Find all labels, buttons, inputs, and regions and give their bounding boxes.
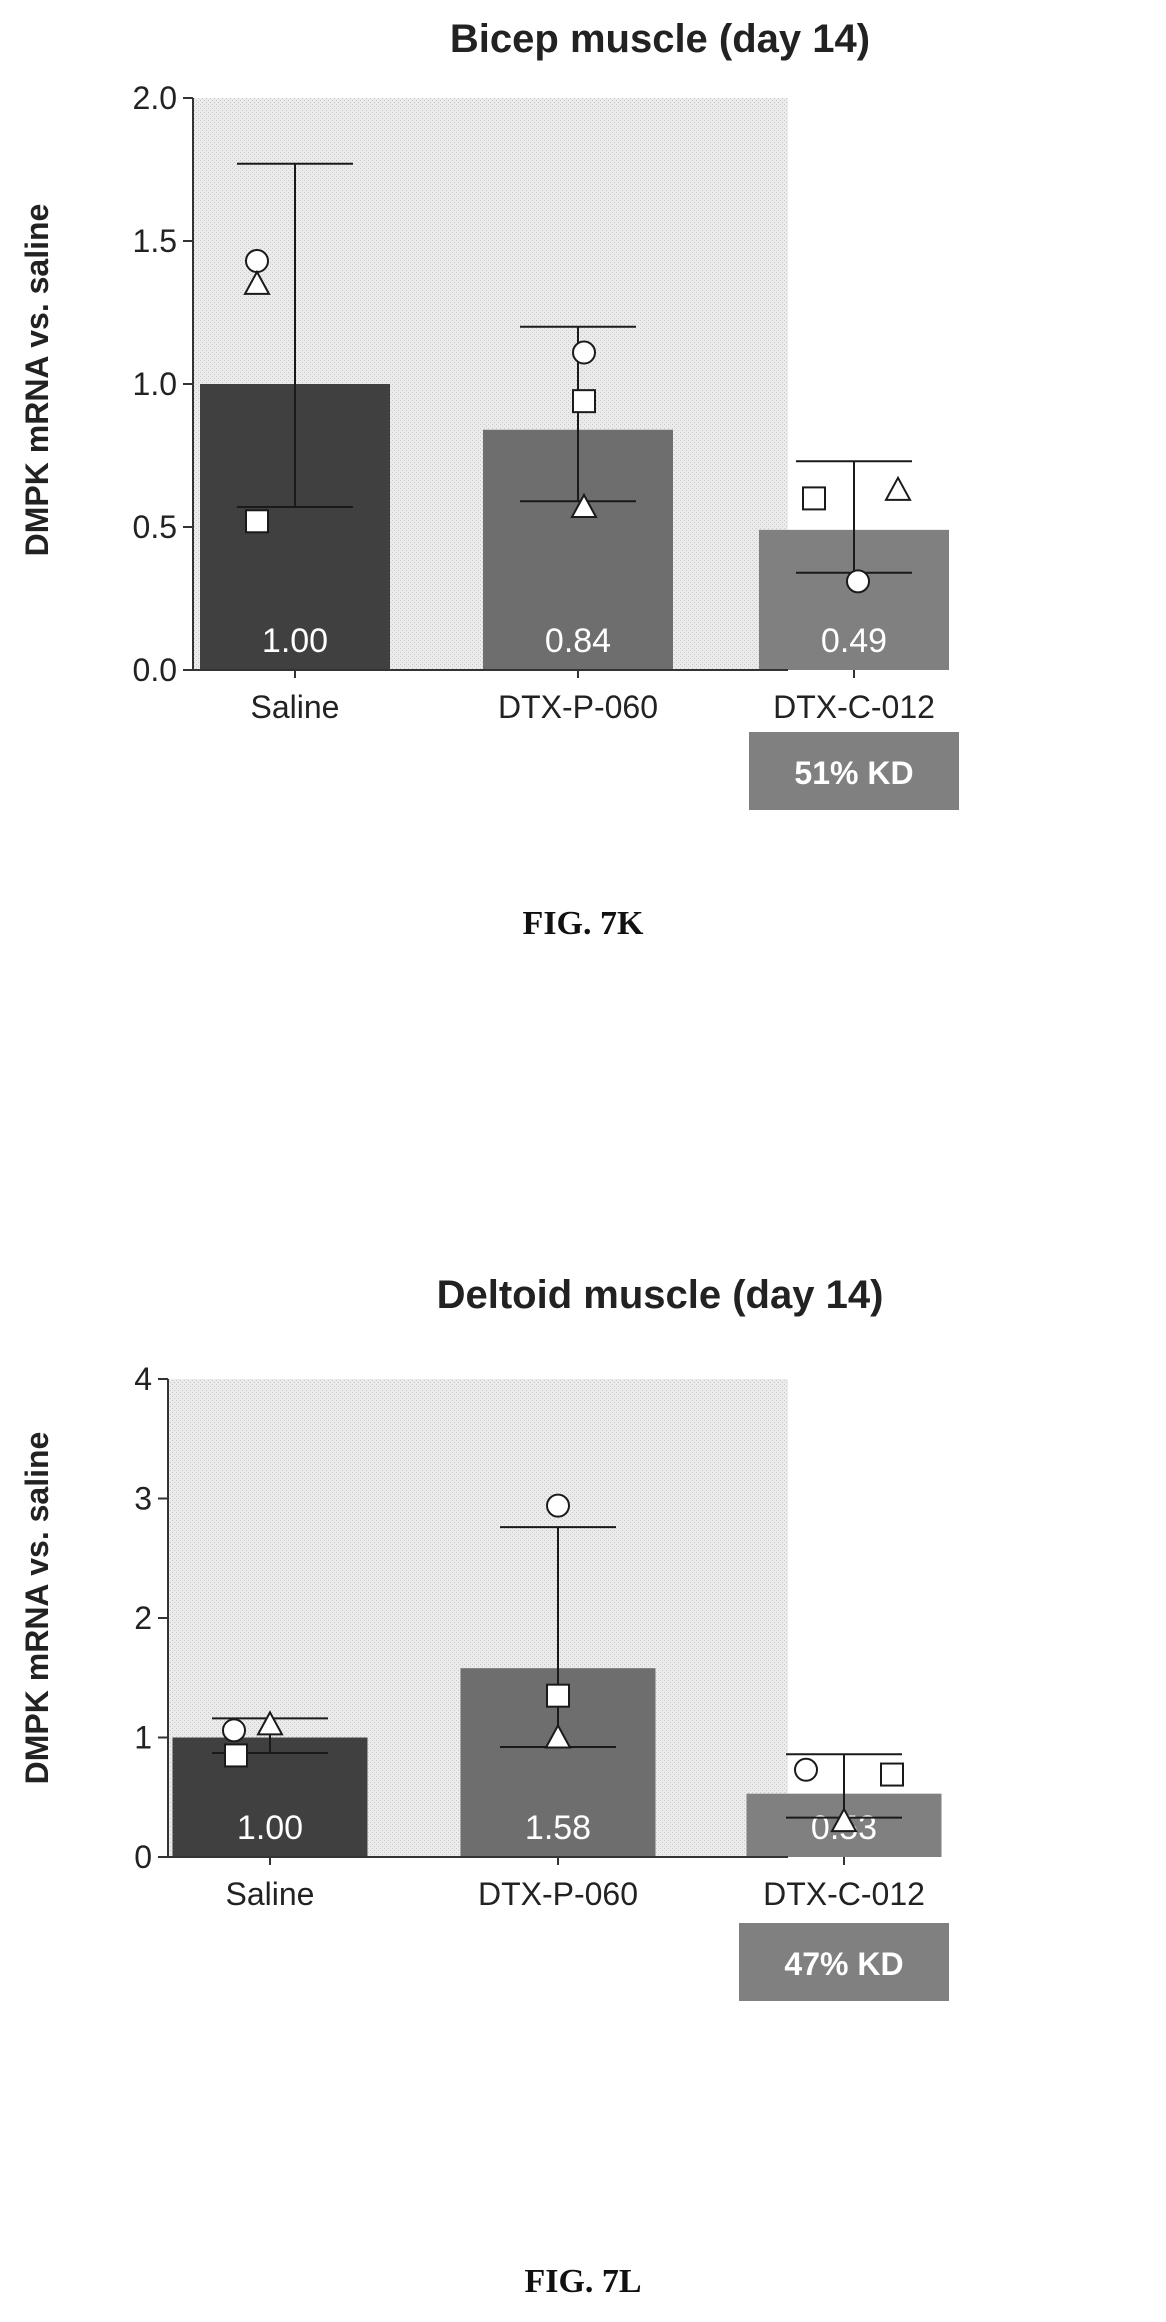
data-point-triangle [243, 269, 271, 295]
y-tick-label: 2.0 [133, 80, 177, 116]
bars-layer [168, 1379, 942, 1857]
data-point-square [572, 389, 596, 414]
data-point-circle [794, 1757, 818, 1782]
y-axis-label: DMPK mRNA vs. saline [19, 204, 55, 557]
kd-badge-label: 51% KD [794, 755, 913, 791]
x-tick-label: DTX-C-012 [763, 1876, 925, 1912]
y-tick-label: 4 [134, 1361, 152, 1397]
marks-layer: 1.00 0.84 0.49 [237, 162, 912, 660]
figure-caption: FIG. 7L [524, 2263, 641, 2300]
figure-caption: FIG. 7K [523, 905, 644, 942]
data-label: 1.58 [525, 1809, 591, 1847]
kd-badge-box [749, 732, 959, 810]
chart-bicep: Bicep muscle (day 14) DMPK mRNA vs. sali… [19, 17, 959, 942]
x-tick-label: Saline [251, 689, 340, 725]
y-tick-label: 3 [134, 1481, 152, 1517]
error-bar [237, 162, 353, 508]
data-point-square [224, 1743, 248, 1768]
data-point-circle [245, 249, 269, 274]
y-tick-label: 2 [134, 1600, 152, 1636]
data-point-square [880, 1762, 904, 1787]
data-label: 0.49 [821, 622, 887, 660]
data-point-triangle [544, 1723, 572, 1749]
data-point-triangle [570, 492, 598, 518]
data-point-square [546, 1683, 570, 1708]
data-point-square [802, 486, 826, 511]
data-point-square [245, 509, 269, 534]
data-point-triangle [256, 1710, 284, 1736]
x-tick-label: DTX-C-012 [773, 689, 935, 725]
bar [172, 1737, 368, 1857]
kd-badge-label: 47% KD [784, 1946, 903, 1982]
data-label: 1.00 [237, 1809, 303, 1847]
y-axis-label: DMPK mRNA vs. saline [19, 1432, 55, 1785]
data-label: 0.84 [545, 622, 611, 660]
chart-title: Deltoid muscle (day 14) [437, 1273, 884, 1317]
x-tick-label: Saline [226, 1876, 315, 1912]
kd-badge-box [739, 1923, 949, 2001]
chart-deltoid: Deltoid muscle (day 14) DMPK mRNA vs. sa… [19, 1273, 949, 2300]
y-tick-label: 1.5 [133, 223, 177, 259]
axes-layer: 0 1 2 3 4 Saline DTX-P-060 DTX-C-012 47% KD [134, 1361, 949, 2001]
marks-layer: 1.001.580.53 [212, 1493, 904, 1847]
y-tick-label: 0.5 [133, 509, 177, 545]
y-tick-label: 1.0 [133, 366, 177, 402]
x-tick-label: DTX-P-060 [478, 1876, 638, 1912]
chart-title: Bicep muscle (day 14) [450, 17, 870, 61]
data-point-circle [546, 1493, 570, 1518]
y-tick-label: 1 [134, 1720, 152, 1756]
data-point-triangle [884, 475, 912, 501]
kd-badge: 51% KD [749, 732, 959, 810]
x-tick-label: DTX-P-060 [498, 689, 658, 725]
data-point-circle [222, 1718, 246, 1743]
data-point-circle [846, 569, 870, 594]
y-tick-label: 0 [134, 1839, 152, 1875]
y-tick-label: 0.0 [133, 652, 177, 688]
data-point-circle [572, 340, 596, 365]
data-label: 1.00 [262, 622, 328, 660]
axes-layer: 0.0 0.5 1.0 1.5 2.0 Saline DTX-P-060 DTX-C-012 5… [133, 80, 959, 810]
kd-badge: 47% KD [739, 1923, 949, 2001]
data-point-triangle [830, 1807, 858, 1833]
bars-layer [193, 98, 949, 670]
